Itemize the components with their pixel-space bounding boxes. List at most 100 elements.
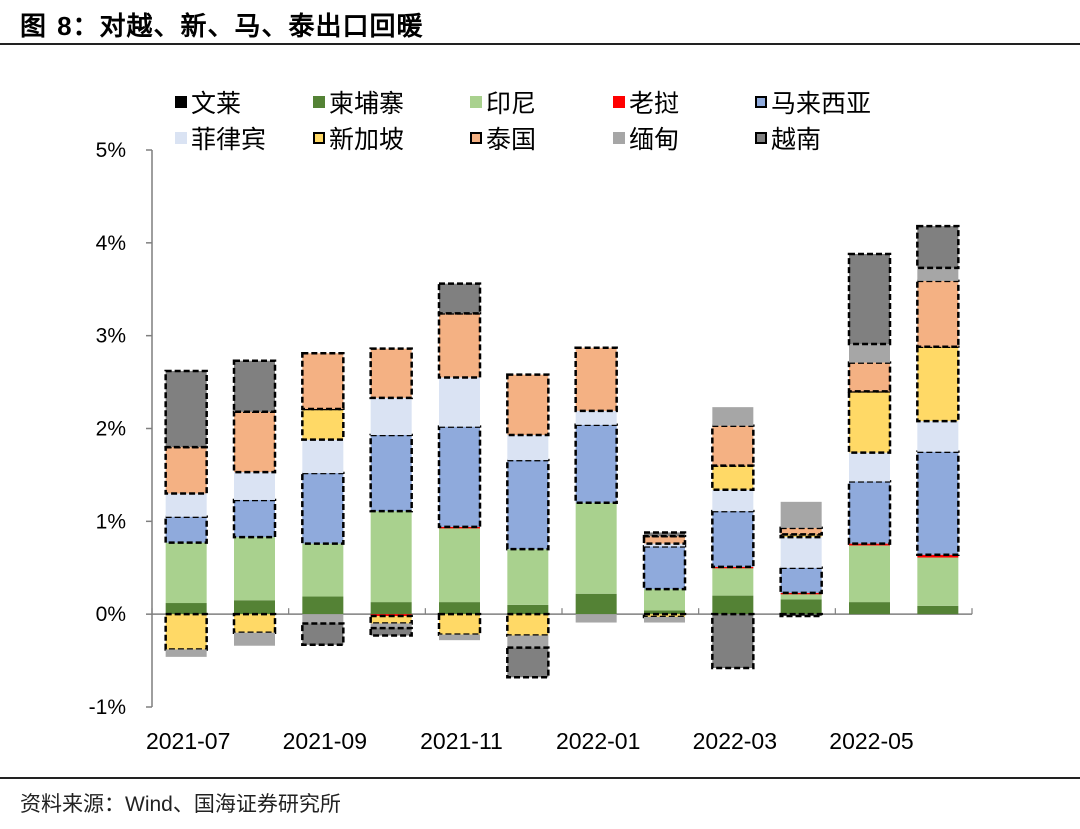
bar-segment-泰国 [369,347,413,400]
legend-item: 缅甸 [613,120,679,156]
bar-segment-印尼 [507,549,549,605]
bar-segment-印尼 [575,502,617,594]
bar-stack-2022-04 [779,501,823,618]
figure-number: 8 [57,11,73,41]
bar-segment-缅甸 [302,614,344,624]
bar-segment-越南 [642,531,687,538]
bar-segment-柬埔寨 [575,593,617,615]
bar-segment-马来西亚 [574,423,618,505]
bar-segment-越南 [916,224,960,270]
bar-segment-菲律宾 [302,439,344,474]
bar-segment-缅甸 [644,616,685,623]
legend-swatch [313,132,325,144]
bar-segment-印尼 [439,527,480,603]
bar-segment-缅甸 [234,632,275,646]
bar-segment-缅甸 [780,501,822,528]
bar-segment-菲律宾 [849,452,890,482]
bar-segment-越南 [437,282,482,315]
bar-segment-新加坡 [847,390,892,454]
x-tick-label: 2021-09 [283,728,367,754]
legend-item: 泰国 [470,120,536,156]
bar-segment-柬埔寨 [165,603,207,615]
bar-segment-印尼 [234,537,275,601]
bar-segment-越南 [779,612,823,618]
bar-segment-新加坡 [916,345,960,423]
bar-segment-越南 [164,369,208,449]
bar-segment-新加坡 [506,612,550,637]
bar-segment-缅甸 [712,407,754,426]
x-tick-label: 2022-05 [829,728,913,754]
x-tick-label: 2022-01 [556,728,640,754]
bar-segment-越南 [847,252,892,346]
bar-segment-菲律宾 [370,397,412,435]
bar-segment-马来西亚 [164,515,208,544]
legend-label: 缅甸 [629,125,680,154]
bar-segment-新加坡 [642,612,687,619]
legend-item: 柬埔寨 [313,84,404,120]
bar-segment-菲律宾 [575,410,617,425]
bar-segment-柬埔寨 [917,605,959,615]
source-divider [0,777,1080,779]
bar-segment-泰国 [916,279,960,349]
bar-stack-2021-12 [506,373,550,679]
bar-stack-2022-03 [711,407,755,670]
bar-segment-缅甸 [439,634,480,641]
source-prefix: 资料来源： [20,792,125,816]
bar-segment-马来西亚 [642,545,687,591]
y-tick-label: 0% [96,603,126,626]
bar-segment-老挝 [917,554,959,558]
bar-stack-2022-06 [916,224,960,615]
bar-segment-缅甸 [849,344,890,363]
x-tick-label: 2021-11 [420,728,503,754]
legend-swatch [175,132,187,144]
bar-segment-菲律宾 [917,421,959,452]
bar-segment-马来西亚 [301,471,345,545]
bar-segment-马来西亚 [506,458,550,551]
bar-segment-菲律宾 [644,543,685,547]
bar-segment-缅甸 [165,649,207,657]
bar-segment-柬埔寨 [507,604,549,615]
source-suffix: 、国海证券研究所 [172,792,341,816]
bar-segment-越南 [711,612,755,670]
legend-label: 印尼 [486,89,537,118]
bar-segment-菲律宾 [165,493,207,517]
bar-segment-泰国 [164,445,208,495]
bar-segment-泰国 [847,361,892,393]
legend-label: 菲律宾 [191,125,267,154]
bar-segment-泰国 [711,424,755,467]
source-wind: Wind [125,793,173,816]
bar-segment-缅甸 [507,635,549,648]
legend-item: 新加坡 [313,120,404,156]
bar-segment-柬埔寨 [644,610,685,615]
bar-segment-印尼 [849,545,890,603]
bar-segment-马来西亚 [779,566,823,595]
x-tick-label: 2022-03 [693,728,777,754]
y-tick-label: 1% [96,510,126,533]
legend-item: 马来西亚 [755,84,871,120]
bar-segment-越南 [232,359,277,414]
legend-label: 泰国 [486,125,537,154]
bar-segment-新加坡 [164,612,208,651]
y-tick-label: 5% [96,139,126,162]
bar-segment-泰国 [437,312,482,379]
y-tick-label: -1% [89,696,126,719]
bar-segment-柬埔寨 [234,600,275,615]
bar-segment-越南 [506,646,550,679]
legend-label: 老挝 [629,89,680,118]
legend-swatch [613,132,625,144]
bar-segment-印尼 [165,542,207,604]
bar-segment-柬埔寨 [370,602,412,615]
chart-axes [146,149,973,708]
bar-stack-2021-10 [369,347,413,637]
bar-segment-马来西亚 [847,480,892,545]
bar-segment-新加坡 [437,612,482,636]
bar-segment-菲律宾 [439,377,480,427]
bar-segment-柬埔寨 [302,596,344,615]
legend-swatch [755,132,767,144]
bar-segment-新加坡 [369,614,413,625]
bar-stack-2021-08 [232,359,277,646]
figure-title: 图 8：对越、新、马、泰出口回暖 [20,6,424,43]
bar-segment-印尼 [917,557,959,606]
legend-item: 印尼 [470,84,536,120]
bar-segment-印尼 [302,543,344,597]
